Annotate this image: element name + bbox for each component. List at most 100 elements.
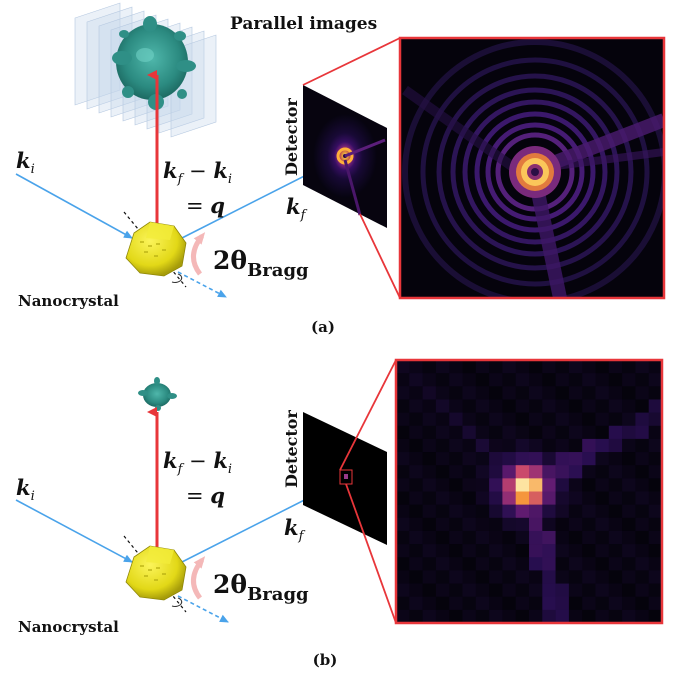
intensity-pixel: [396, 596, 410, 611]
intensity-pixel: [595, 609, 610, 623]
intensity-pixel: [409, 570, 423, 584]
intensity-pixel: [502, 452, 516, 466]
intensity-pixel: [568, 412, 583, 427]
intensity-pixel: [582, 596, 596, 611]
intensity-pixel: [542, 425, 556, 440]
intensity-pixel: [396, 438, 410, 453]
incident-beam-arrow: [15, 173, 133, 239]
intensity-pixel: [648, 465, 662, 479]
transmitted-beam-arrow-b: [177, 595, 229, 623]
intensity-pixel: [595, 544, 610, 558]
intensity-pixel: [595, 504, 610, 519]
intensity-pixel: [435, 438, 450, 453]
intensity-pixel: [648, 360, 662, 374]
intensity-pixel: [529, 360, 543, 374]
intensity-pixel: [409, 478, 423, 492]
intensity-pixel: [435, 583, 450, 597]
intensity-pixel: [542, 452, 556, 466]
intensity-pixel: [555, 452, 570, 466]
intensity-pixel: [396, 491, 410, 505]
intensity-pixel: [542, 557, 556, 571]
intensity-pixel: [648, 452, 662, 466]
intensity-pixel: [568, 399, 583, 413]
intensity-pixel: [595, 386, 610, 400]
intensity-pixel: [462, 517, 477, 532]
intensity-pixel: [489, 452, 503, 466]
intensity-pixel: [449, 609, 463, 623]
intensity-pixel: [462, 530, 477, 545]
nanocrystal-b: [125, 545, 187, 601]
intensity-pixel: [582, 360, 596, 374]
intensity-pixel: [608, 583, 623, 597]
intensity-pixel: [635, 478, 649, 492]
intensity-pixel: [648, 438, 662, 453]
intensity-pixel: [515, 425, 530, 440]
intensity-pixel: [422, 399, 437, 413]
caption-b: (b): [313, 651, 338, 669]
intensity-pixel: [542, 412, 556, 427]
intensity-pixel: [489, 596, 503, 611]
intensity-pixel: [568, 544, 583, 558]
intensity-pixel: [462, 570, 477, 584]
intensity-pixel: [396, 570, 410, 584]
intensity-pixel: [409, 438, 423, 453]
intensity-pixel: [529, 583, 543, 597]
intensity-pixel: [648, 596, 662, 611]
intensity-pixel: [422, 609, 437, 623]
intensity-pixel: [422, 465, 437, 479]
intensity-pixel: [449, 570, 463, 584]
intensity-pixel: [648, 425, 662, 440]
caption-a: (a): [311, 318, 335, 336]
zoomed-pattern-a: [400, 38, 664, 298]
intensity-pixel: [542, 517, 556, 532]
intensity-pixel: [475, 465, 490, 479]
intensity-pixel: [422, 452, 437, 466]
intensity-pixel: [568, 557, 583, 571]
intensity-pixel: [568, 452, 583, 466]
intensity-pixel: [582, 465, 596, 479]
intensity-pixel: [648, 373, 662, 387]
intensity-pixel: [608, 517, 623, 532]
intensity-pixel: [648, 504, 662, 519]
intensity-pixel: [568, 609, 583, 623]
intensity-pixel: [555, 425, 570, 440]
intensity-pixel: [529, 517, 543, 532]
intensity-pixel: [435, 360, 450, 374]
intensity-pixel: [462, 544, 477, 558]
intensity-pixel: [608, 530, 623, 545]
intensity-pixel: [422, 438, 437, 453]
intensity-pixel: [595, 399, 610, 413]
incident-beam-arrow-b: [15, 499, 133, 563]
intensity-pixel: [622, 609, 636, 623]
intensity-pixel: [568, 491, 583, 505]
intensity-pixel: [568, 465, 583, 479]
intensity-pixel: [582, 491, 596, 505]
intensity-pixel: [582, 570, 596, 584]
intensity-pixel: [435, 596, 450, 611]
equation-line2: = q: [186, 193, 225, 218]
bragg-label: 2θBragg: [213, 246, 309, 281]
intensity-pixel: [449, 425, 463, 440]
intensity-pixel: [475, 609, 490, 623]
intensity-pixel: [475, 478, 490, 492]
intensity-pixel: [462, 491, 477, 505]
intensity-pixel: [542, 544, 556, 558]
detector-a-label: Detector: [282, 98, 301, 176]
intensity-pixel: [449, 530, 463, 545]
intensity-pixel: [608, 412, 623, 427]
intensity-pixel: [555, 399, 570, 413]
intensity-pixel: [502, 517, 516, 532]
intensity-pixel: [489, 504, 503, 519]
intensity-pixel: [449, 478, 463, 492]
intensity-pixel: [529, 478, 543, 492]
intensity-pixel: [648, 609, 662, 623]
intensity-pixel: [502, 491, 516, 505]
intensity-pixel: [515, 504, 530, 519]
intensity-pixel: [435, 557, 450, 571]
intensity-pixel: [608, 504, 623, 519]
intensity-pixel: [635, 557, 649, 571]
intensity-pixel: [595, 412, 610, 427]
intensity-pixel: [622, 583, 636, 597]
intensity-pixel: [409, 399, 423, 413]
